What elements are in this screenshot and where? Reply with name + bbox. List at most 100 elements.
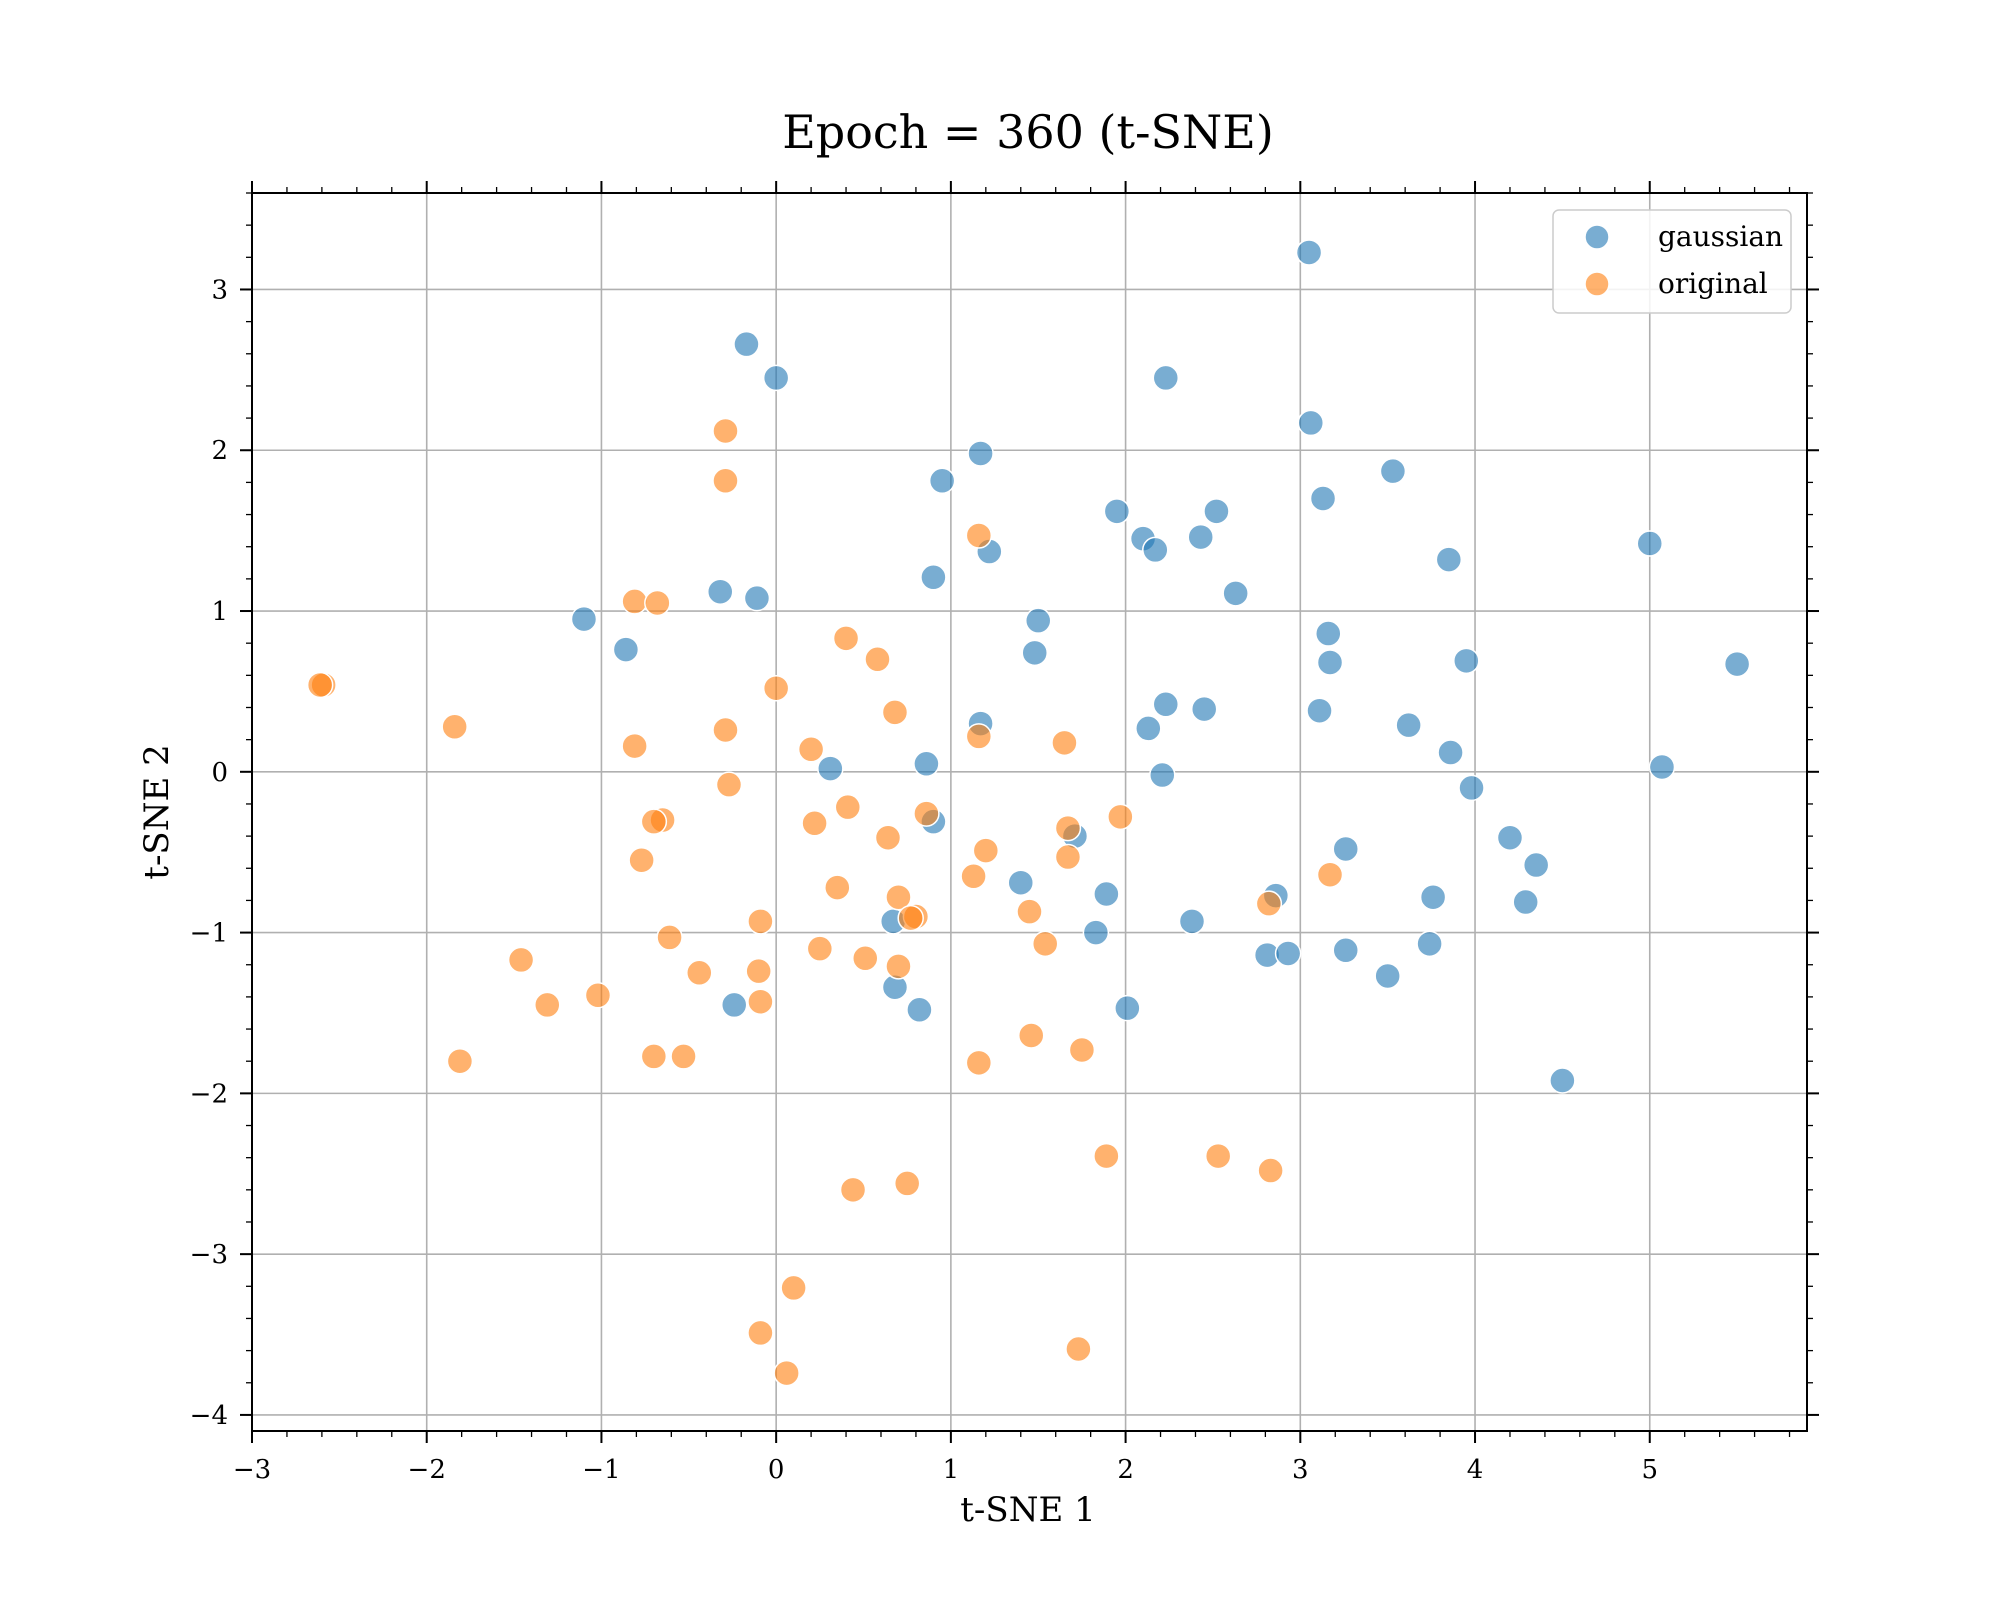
point-original [640, 1043, 668, 1070]
point-gaussian [1024, 607, 1052, 634]
point-original [885, 953, 912, 980]
point-original [824, 874, 851, 901]
point-original [747, 988, 774, 1015]
point-gaussian [1549, 1067, 1576, 1094]
point-original [834, 793, 862, 821]
point-original [881, 699, 909, 726]
point-original [874, 824, 902, 851]
plot-frame [251, 192, 1808, 1432]
grid-lines [251, 193, 1807, 1431]
point-original [1017, 1022, 1045, 1049]
point-original [1316, 861, 1344, 888]
y-axis-label: t-SNE 2 [137, 744, 177, 879]
point-original [621, 588, 648, 615]
point-original [712, 417, 739, 445]
point-original [913, 800, 940, 827]
point-original [1031, 930, 1059, 958]
point-original [747, 908, 774, 935]
point-gaussian [1435, 546, 1463, 573]
legend-marker-gaussian [1584, 224, 1610, 250]
x-tick-label: 4 [1467, 1455, 1484, 1485]
point-original [1051, 729, 1078, 757]
point-gaussian [1082, 919, 1110, 946]
point-original [745, 957, 772, 985]
y-tick-label: −4 [190, 1401, 228, 1431]
point-original [1068, 1036, 1096, 1064]
point-original [507, 946, 535, 974]
point-original [1016, 898, 1043, 925]
point-original [621, 732, 648, 760]
y-tick-label: 0 [211, 758, 228, 788]
x-axis-label: t-SNE 1 [960, 1490, 1095, 1530]
point-original [1093, 1142, 1120, 1170]
point-original [446, 1047, 474, 1075]
point-original [640, 808, 668, 835]
point-gaussian [1114, 994, 1141, 1022]
point-gaussian [906, 996, 933, 1024]
point-gaussian [1297, 409, 1325, 437]
x-tick-label: −3 [233, 1455, 271, 1485]
point-gaussian [733, 330, 760, 358]
point-original [801, 810, 828, 837]
point-gaussian [1187, 523, 1214, 551]
point-original [864, 646, 891, 673]
x-tick-label: 2 [1117, 1455, 1134, 1485]
point-gaussian [1419, 883, 1447, 911]
point-gaussian [967, 440, 994, 467]
point-gaussian [1306, 697, 1333, 724]
legend-box [1552, 209, 1792, 314]
point-gaussian [1149, 761, 1176, 789]
y-tick-label: −1 [190, 919, 228, 949]
point-gaussian [1437, 739, 1464, 766]
point-original [806, 935, 834, 962]
point-gaussian [1332, 835, 1359, 863]
point-gaussian [1295, 239, 1323, 266]
point-original [306, 671, 334, 699]
y-tick-label: 3 [211, 275, 228, 305]
x-tick-label: −1 [582, 1455, 620, 1485]
x-tick-label: 5 [1641, 1455, 1658, 1485]
point-original [832, 625, 860, 652]
point-gaussian [1103, 498, 1131, 525]
x-tick-label: −2 [408, 1455, 446, 1485]
point-original [712, 716, 739, 744]
point-gaussian [1135, 715, 1162, 742]
point-gaussian [1379, 457, 1407, 485]
point-gaussian [913, 750, 940, 778]
point-original [960, 863, 987, 890]
point-original [965, 723, 993, 750]
point-original [1257, 1157, 1284, 1184]
point-original [762, 674, 790, 702]
point-gaussian [1021, 639, 1048, 667]
point-original [1054, 814, 1082, 842]
point-original [712, 467, 739, 495]
point-gaussian [720, 991, 748, 1019]
y-tick-label: −3 [190, 1240, 228, 1270]
point-original [534, 991, 561, 1019]
point-gaussian [1274, 940, 1302, 967]
point-gaussian [1222, 580, 1249, 607]
point-gaussian [817, 755, 844, 782]
point-gaussian [1416, 930, 1443, 958]
point-original [670, 1043, 697, 1070]
point-original [715, 771, 743, 798]
point-original [885, 883, 912, 911]
point-gaussian [1395, 711, 1422, 739]
point-original [893, 1170, 921, 1197]
point-original [965, 522, 993, 549]
x-tick-label: 3 [1292, 1455, 1309, 1485]
point-original [686, 959, 713, 987]
point-gaussian [1316, 649, 1344, 676]
point-gaussian [1723, 650, 1751, 678]
y-tick-label: 1 [211, 597, 228, 627]
point-original [584, 982, 612, 1009]
legend-label-original: original [1658, 267, 1768, 300]
point-gaussian [570, 605, 598, 633]
point-original [965, 1049, 993, 1077]
point-gaussian [1190, 695, 1218, 723]
x-tick-label: 0 [768, 1455, 785, 1485]
point-gaussian [920, 564, 947, 591]
point-gaussian [743, 584, 771, 612]
point-gaussian [1152, 691, 1180, 718]
point-gaussian [1332, 937, 1359, 964]
